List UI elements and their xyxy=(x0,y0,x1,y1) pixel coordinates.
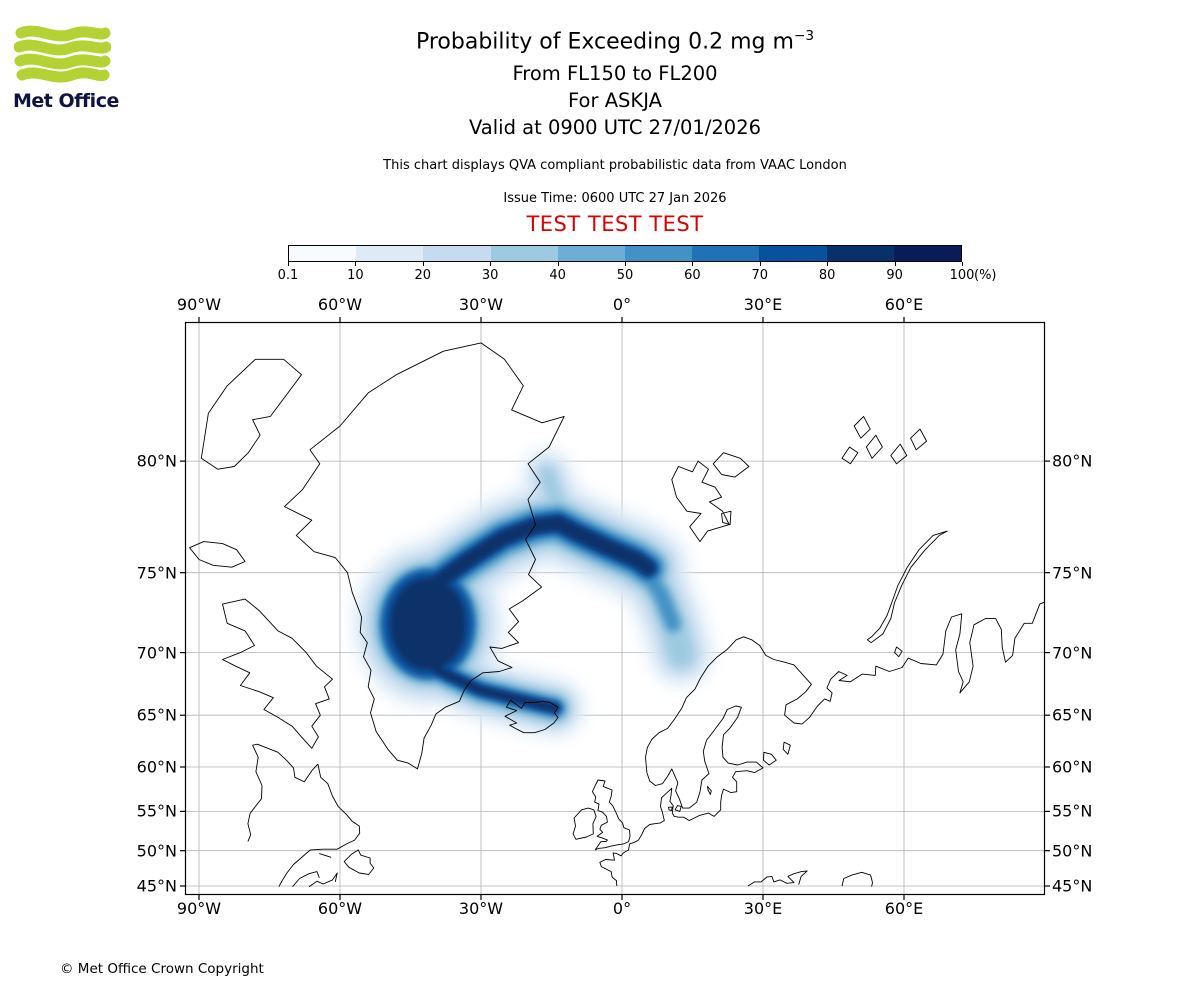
lat-label-right: 45°N xyxy=(1052,876,1093,896)
colorbar-tick xyxy=(490,262,492,266)
colorbar-tick-label: 60 xyxy=(684,268,701,283)
lat-label-right: 60°N xyxy=(1052,757,1093,777)
copyright-text: © Met Office Crown Copyright xyxy=(60,961,264,977)
colorbar-segment xyxy=(557,246,626,261)
colorbar-segment xyxy=(826,246,894,261)
colorbar-scale xyxy=(288,245,962,262)
colorbar-tick xyxy=(625,262,626,266)
qva-description: This chart displays QVA compliant probab… xyxy=(383,158,847,173)
colorbar: (%) 0.1 10 20 30 40 50 60 70 80 90 100 xyxy=(278,245,997,285)
plume-layer xyxy=(390,516,655,712)
subtitle-volcano: For ASKJA xyxy=(568,89,662,112)
lon-label-bottom: 0° xyxy=(612,899,632,918)
lon-label-top: 0° xyxy=(612,295,632,314)
colorbar-tick xyxy=(422,262,424,266)
subtitle-valid-time: Valid at 0900 UTC 27/01/2026 xyxy=(468,116,762,139)
lat-label-right: 55°N xyxy=(1052,801,1093,821)
lon-label-top: 60°W xyxy=(317,295,363,314)
lon-label-top: 60°E xyxy=(884,295,924,314)
lat-label-right: 50°N xyxy=(1052,841,1093,861)
lon-label-bottom: 90°W xyxy=(176,899,222,918)
subtitle-flight-levels: From FL150 to FL200 xyxy=(512,62,718,85)
lat-label-left: 80°N xyxy=(136,451,177,471)
test-banner: TEST TEST TEST xyxy=(526,212,704,236)
axis-ticks xyxy=(180,317,1050,900)
colorbar-segment xyxy=(759,246,827,261)
colorbar-tick-label: 70 xyxy=(751,268,769,283)
colorbar-tick xyxy=(692,262,694,266)
colorbar-tick-label: 40 xyxy=(549,268,566,283)
met-office-logo-text: Met Office xyxy=(13,90,119,112)
lat-label-left: 55°N xyxy=(136,801,177,821)
colorbar-tick xyxy=(759,262,761,266)
lat-label-left: 70°N xyxy=(136,643,177,663)
colorbar-tick-label: 80 xyxy=(818,268,836,283)
lon-label-bottom: 30°E xyxy=(743,899,783,918)
colorbar-tick-label: 100 xyxy=(949,268,975,283)
lon-label-top: 90°W xyxy=(176,295,222,314)
lat-label-right: 65°N xyxy=(1052,705,1093,725)
colorbar-segment xyxy=(356,246,424,261)
grid-lines xyxy=(185,322,1045,895)
lat-label-left: 45°N xyxy=(136,876,177,896)
colorbar-tick-label: 90 xyxy=(886,268,903,283)
probability-plume xyxy=(354,450,712,737)
colorbar-tick xyxy=(894,262,896,266)
colorbar-segment xyxy=(625,246,693,261)
coastlines xyxy=(189,342,1045,888)
met-office-logo-icon xyxy=(13,24,112,88)
colorbar-tick xyxy=(557,262,559,266)
page-title-text: Probability of Exceeding 0.2 mg m xyxy=(415,29,794,55)
map-frame xyxy=(184,321,1046,896)
lon-label-bottom: 60°W xyxy=(317,899,363,918)
colorbar-tick-label: 20 xyxy=(414,268,432,283)
colorbar-unit: (%) xyxy=(974,268,997,283)
colorbar-segment xyxy=(692,246,760,261)
colorbar-tick-label: 0.1 xyxy=(277,268,299,283)
colorbar-tick xyxy=(827,262,829,266)
colorbar-tick-label: 30 xyxy=(481,268,499,283)
lat-label-left: 75°N xyxy=(136,563,177,583)
page-title: Probability of Exceeding 0.2 mg m−3 xyxy=(15,28,1200,54)
lat-label-right: 70°N xyxy=(1052,643,1093,663)
colorbar-tick-label: 50 xyxy=(616,268,634,283)
lat-label-right: 75°N xyxy=(1052,563,1093,583)
colorbar-tick-label: 10 xyxy=(347,268,364,283)
colorbar-tick xyxy=(355,262,357,266)
lon-label-bottom: 30°W xyxy=(458,899,504,918)
page-title-exponent: −3 xyxy=(793,28,815,44)
map-canvas: 90°W 90°W 60°W 60°W 30°W 30°W 0° 0° 30°E 30°E 60°E… xyxy=(137,295,1093,918)
lon-label-top: 30°E xyxy=(743,295,783,314)
colorbar-segment xyxy=(423,246,491,261)
lat-label-left: 65°N xyxy=(136,705,177,725)
colorbar-tick xyxy=(962,262,963,266)
lat-label-left: 60°N xyxy=(136,757,177,777)
lon-label-top: 30°W xyxy=(458,295,504,314)
issue-time: Issue Time: 0600 UTC 27 Jan 2026 xyxy=(503,191,727,206)
lat-label-right: 80°N xyxy=(1052,451,1093,471)
lat-label-left: 50°N xyxy=(136,841,177,861)
colorbar-tick xyxy=(288,262,289,266)
colorbar-segment xyxy=(490,246,558,261)
lon-label-bottom: 60°E xyxy=(884,899,924,918)
colorbar-segment xyxy=(893,246,962,261)
map-svg xyxy=(180,317,1050,900)
colorbar-segment xyxy=(289,246,357,261)
